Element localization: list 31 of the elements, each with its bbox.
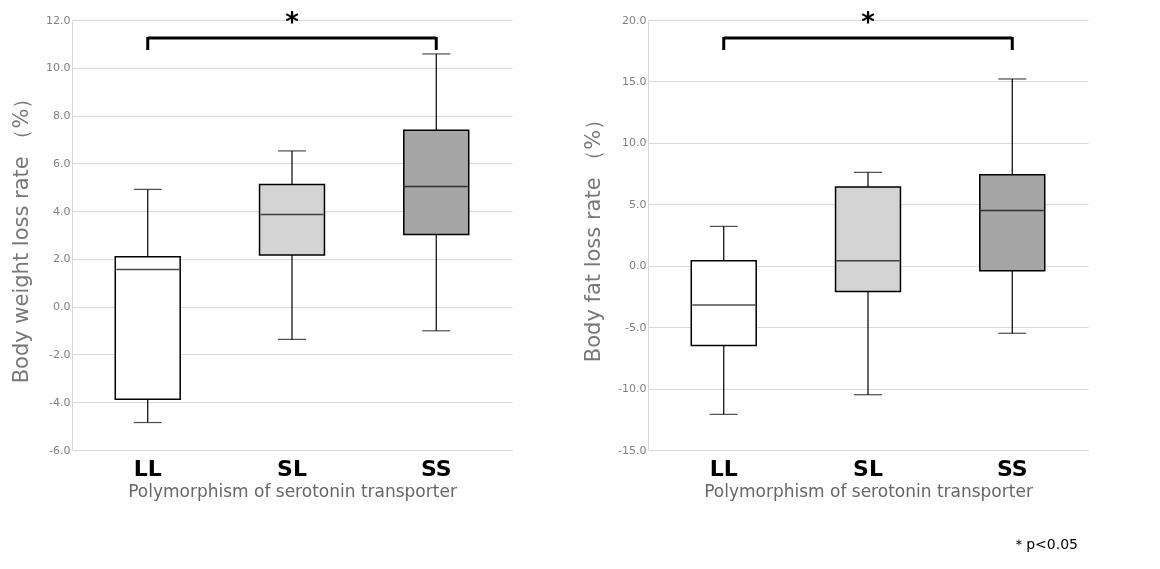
x-tick-label: LL <box>709 455 738 481</box>
y-tick-label: -2.0 <box>49 347 71 361</box>
y-tick-label: 0.0 <box>53 300 71 314</box>
y-tick-label: -15.0 <box>618 443 647 457</box>
annotation: * <box>285 7 300 37</box>
y-axis-title: Body fat loss rate （%） <box>581 108 606 363</box>
y-tick-label: 4.0 <box>53 204 71 218</box>
y-tick-label: -4.0 <box>49 395 71 409</box>
y-tick-label: -10.0 <box>618 382 647 396</box>
y-tick-label: 2.0 <box>53 252 71 266</box>
y-tick-label: 10.0 <box>46 61 71 75</box>
y-tick-label: 5.0 <box>629 197 647 211</box>
x-axis-title: Polymorphism of serotonin transporter <box>704 480 1033 501</box>
y-tick-label: 15.0 <box>622 74 647 88</box>
y-tick-label: 10.0 <box>622 136 647 150</box>
y-tick-label: -5.0 <box>625 320 647 334</box>
x-tick-label: SL <box>277 455 307 481</box>
y-tick-label: 12.0 <box>46 13 71 27</box>
y-tick-label: 20.0 <box>622 13 647 27</box>
x-axis-title: Polymorphism of serotonin transporter <box>128 480 457 501</box>
y-tick-label: 0.0 <box>629 259 647 273</box>
y-axis-title: Body weight loss rate （%） <box>9 87 34 384</box>
text: ＊p<0.05 <box>1012 536 1078 552</box>
y-tick-label: 8.0 <box>53 109 71 123</box>
y-tick-label: -6.0 <box>49 443 71 457</box>
annotation: * <box>861 7 876 37</box>
y-tick-label: 6.0 <box>53 156 71 170</box>
x-tick-label: SS <box>420 455 452 481</box>
x-tick-label: SL <box>853 455 883 481</box>
x-tick-label: LL <box>133 455 162 481</box>
x-tick-label: SS <box>996 455 1028 481</box>
